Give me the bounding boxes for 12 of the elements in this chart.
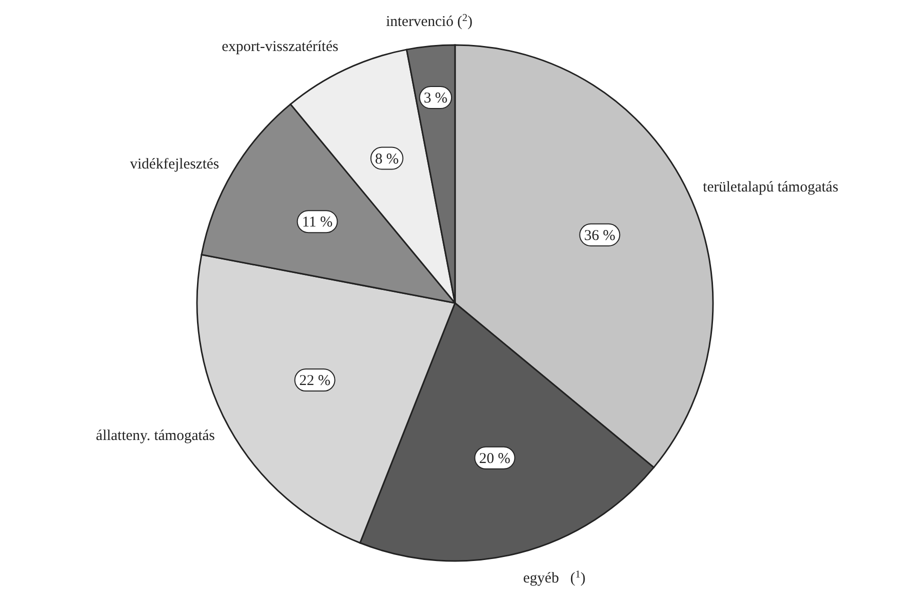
slice-label: intervenció ($^{2}$): [386, 12, 472, 30]
slice-label: egyéb ($^{1}$): [523, 568, 586, 586]
data-label: 8 %: [375, 151, 399, 168]
data-label: 11 %: [302, 214, 333, 231]
data-label: 3 %: [424, 90, 448, 107]
slice-label: állatteny. támogatás: [96, 428, 216, 444]
data-label: 36 %: [584, 228, 616, 244]
slice-label: export-visszatérítés: [222, 39, 338, 56]
data-label: 20 %: [479, 450, 510, 467]
slice-label: területalapú támogatás: [702, 179, 838, 196]
slice-label: vidékfejlesztés: [130, 156, 220, 173]
data-label: 22 %: [299, 373, 330, 390]
